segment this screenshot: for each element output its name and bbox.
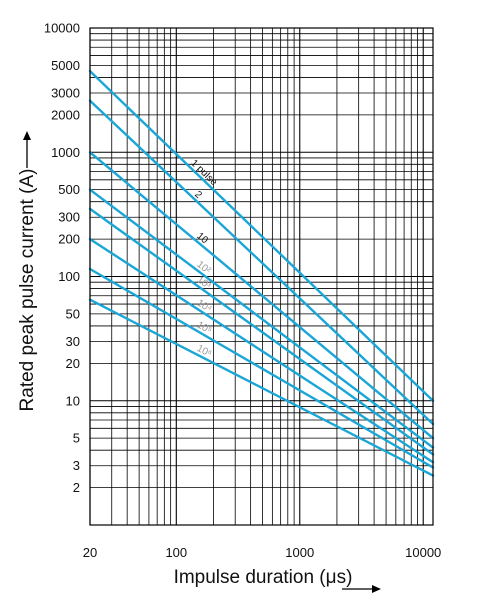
curve-label-2: 2 <box>192 189 204 201</box>
series-line-1 <box>88 69 435 402</box>
y-tick-label: 20 <box>66 356 80 371</box>
y-tick-label: 50 <box>66 306 80 321</box>
y-tick-label: 200 <box>58 232 80 247</box>
x-tick-labels: 20 100 1000 10000 <box>83 545 442 560</box>
curve-label-4: 10² <box>194 259 213 277</box>
y-tick-label: 2000 <box>51 107 80 122</box>
y-tick-label: 10000 <box>44 21 80 36</box>
y-tick-label: 10 <box>66 393 80 408</box>
x-tick-label: 100 <box>165 545 187 560</box>
plot-frame <box>89 27 434 526</box>
curve-label-5: 10³ <box>194 274 213 292</box>
curve-label-8: 10⁶ <box>195 343 214 360</box>
x-tick-label: 1000 <box>285 545 314 560</box>
y-tick-label: 300 <box>58 210 80 225</box>
curve-label-7: 10⁵ <box>195 320 214 337</box>
y-tick-label: 1000 <box>51 145 80 160</box>
series-line-4 <box>88 188 435 449</box>
y-tick-label: 3 <box>73 458 80 473</box>
y-axis-arrow <box>23 131 31 168</box>
series-line-5 <box>88 207 435 456</box>
curve-label-1: 1 pulse <box>188 158 219 189</box>
y-tick-label: 5 <box>73 431 80 446</box>
x-tick-label: 20 <box>83 545 97 560</box>
x-axis-label: Impulse duration (μs) <box>174 567 353 588</box>
series-line-3 <box>88 151 435 440</box>
y-tick-label: 100 <box>58 269 80 284</box>
curve-label-3: 10 <box>194 231 210 247</box>
y-tick-labels: 2 3 5 10 20 30 50 100 200 300 500 1000 2000 3000 5000 1… <box>44 21 80 496</box>
y-tick-label: 5000 <box>51 58 80 73</box>
curve-label-6: 10⁴ <box>195 298 214 316</box>
y-tick-label: 3000 <box>51 85 80 100</box>
series-line-2 <box>88 99 435 426</box>
x-axis-arrow <box>342 585 381 593</box>
x-tick-label: 10000 <box>405 545 441 560</box>
y-axis-label: Rated peak pulse current (A) <box>17 169 38 412</box>
y-tick-label: 30 <box>66 334 80 349</box>
series-lines <box>88 69 435 477</box>
series-line-8 <box>88 298 435 477</box>
series-line-6 <box>88 237 435 464</box>
series-line-7 <box>88 267 435 469</box>
y-tick-label: 2 <box>73 480 80 495</box>
y-tick-label: 500 <box>58 182 80 197</box>
